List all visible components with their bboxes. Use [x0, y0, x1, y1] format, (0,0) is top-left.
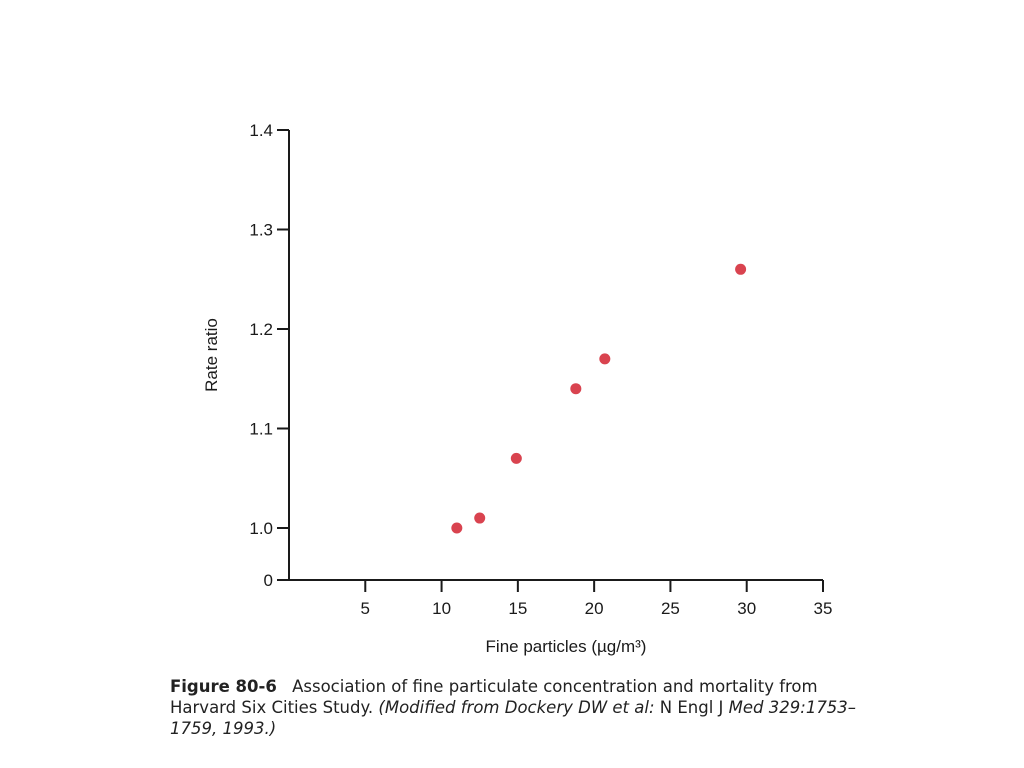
chart-axes	[288, 130, 823, 581]
data-point	[474, 512, 486, 524]
x-tick-label: 25	[661, 599, 680, 618]
figure-number: Figure 80-6	[170, 677, 277, 696]
y-tick-label: 1.4	[249, 121, 273, 140]
data-point	[510, 452, 522, 464]
x-tick-label: 10	[432, 599, 451, 618]
y-axis-ticks: 0 1.0 1.1 1.2 1.3 1.4	[249, 121, 289, 590]
caption-source-prefix: (Modified from Dockery DW et al:	[378, 698, 655, 717]
x-axis-ticks: 5 10 15 20 25 30 35	[361, 580, 833, 618]
y-tick-label: 1.0	[249, 519, 273, 538]
data-point	[451, 522, 463, 534]
x-tick-label: 35	[814, 599, 833, 618]
x-tick-label: 5	[361, 599, 370, 618]
caption-source-journal: N Engl J	[659, 698, 724, 717]
y-axis-title: Rate ratio	[202, 318, 221, 392]
data-point	[735, 263, 747, 275]
caption-source-rest: Med 329:1753–1759, 1993.)	[170, 698, 857, 738]
scatter-chart: 0 1.0 1.1 1.2 1.3 1.4 5 10 15 20 25 30 35 Fine part…	[202, 121, 833, 656]
y-tick-label: 1.1	[249, 420, 273, 439]
x-tick-label: 15	[508, 599, 527, 618]
caption-text: Association of fine particulate concentr…	[170, 677, 818, 717]
y-tick-label: 1.3	[249, 221, 273, 240]
data-point	[570, 383, 582, 395]
y-tick-label: 0	[264, 571, 273, 590]
figure-caption: Figure 80-6 Association of fine particul…	[170, 676, 870, 739]
x-tick-label: 30	[737, 599, 756, 618]
x-tick-label: 20	[585, 599, 604, 618]
x-axis-title: Fine particles (µg/m³)	[486, 637, 647, 656]
data-points	[451, 263, 747, 534]
data-point	[599, 353, 611, 365]
y-tick-label: 1.2	[249, 320, 273, 339]
